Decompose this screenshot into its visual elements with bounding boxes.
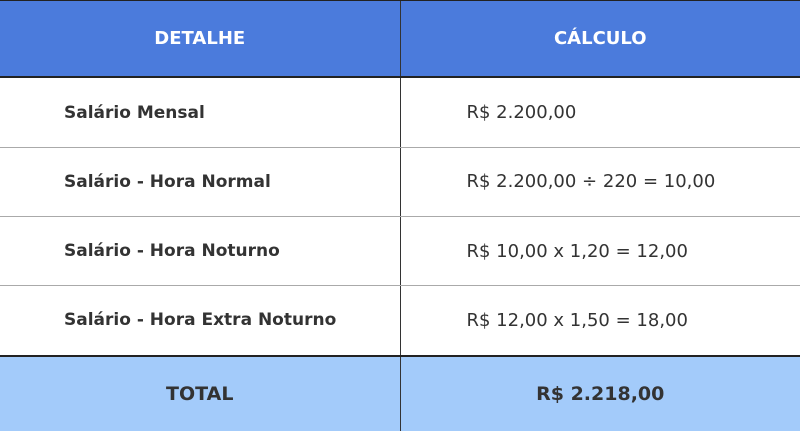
total-row: TOTAL R$ 2.218,00: [0, 355, 800, 431]
calc-cell: R$ 2.200,00: [399, 77, 800, 148]
header-calculo: CÁLCULO: [399, 0, 800, 79]
calc-cell: R$ 12,00 x 1,50 = 18,00: [399, 285, 800, 357]
detail-cell: Salário - Hora Extra Noturno: [0, 285, 400, 357]
total-label: TOTAL: [0, 355, 400, 431]
table-row: Salário Mensal R$ 2.200,00: [0, 77, 800, 148]
table-row: Salário - Hora Extra Noturno R$ 12,00 x …: [0, 285, 800, 357]
detail-cell: Salário Mensal: [0, 77, 400, 148]
detail-cell: Salário - Hora Normal: [0, 147, 400, 217]
table-row: Salário - Hora Noturno R$ 10,00 x 1,20 =…: [0, 216, 800, 287]
table-row: Salário - Hora Normal R$ 2.200,00 ÷ 220 …: [0, 147, 800, 217]
header-detalhe: DETALHE: [0, 0, 400, 79]
calc-cell: R$ 10,00 x 1,20 = 12,00: [399, 216, 800, 287]
detail-cell: Salário - Hora Noturno: [0, 216, 400, 287]
header-row: DETALHE CÁLCULO: [0, 0, 800, 79]
total-value: R$ 2.218,00: [399, 355, 800, 431]
calc-cell: R$ 2.200,00 ÷ 220 = 10,00: [399, 147, 800, 217]
